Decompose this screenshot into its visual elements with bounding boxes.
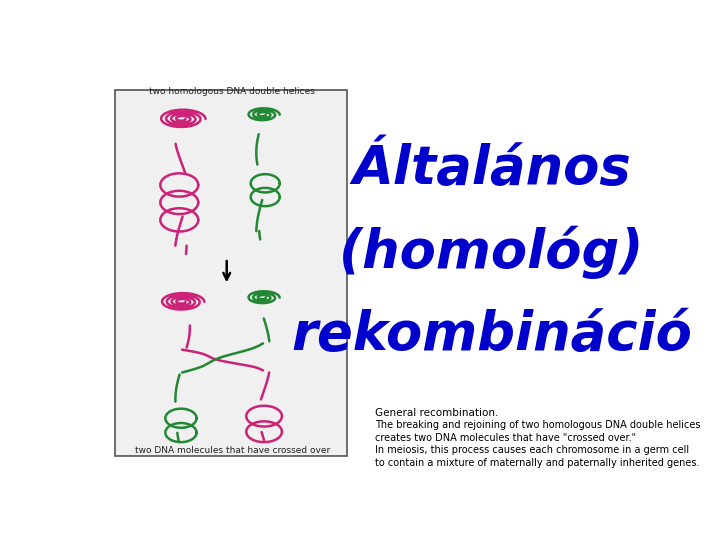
Text: Általános: Általános [352,143,631,195]
FancyBboxPatch shape [115,90,347,456]
Text: creates two DNA molecules that have "crossed over.": creates two DNA molecules that have "cro… [374,433,636,443]
Text: General recombination.: General recombination. [374,408,498,418]
Text: rekombináció: rekombináció [292,309,692,361]
Text: two homologous DNA double helices: two homologous DNA double helices [149,87,315,96]
Text: two DNA molecules that have crossed over: two DNA molecules that have crossed over [135,446,330,455]
Text: (homológ): (homológ) [339,225,644,279]
Text: to contain a mixture of maternally and paternally inherited genes.: to contain a mixture of maternally and p… [374,458,699,468]
Text: In meiosis, this process causes each chromosome in a germ cell: In meiosis, this process causes each chr… [374,446,689,455]
Text: The breaking and rejoining of two homologous DNA double helices: The breaking and rejoining of two homolo… [374,420,700,430]
